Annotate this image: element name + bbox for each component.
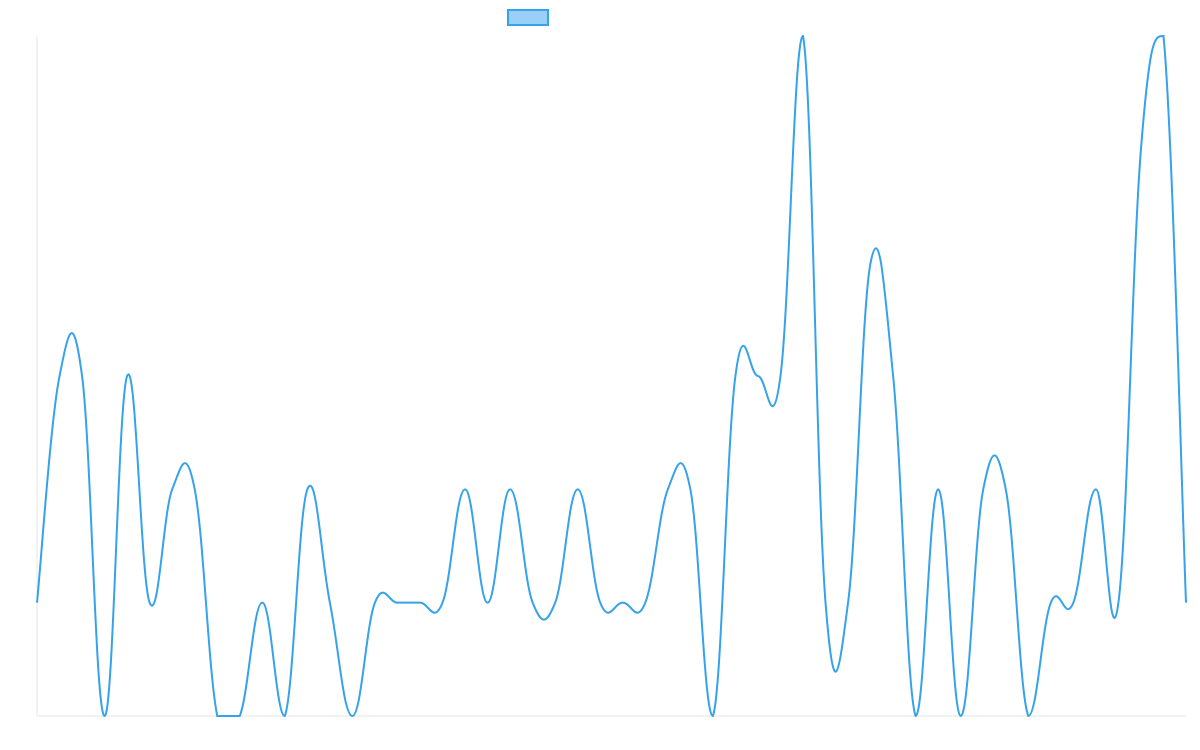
- legend-swatch: [507, 9, 549, 26]
- line-series: [36, 34, 1187, 718]
